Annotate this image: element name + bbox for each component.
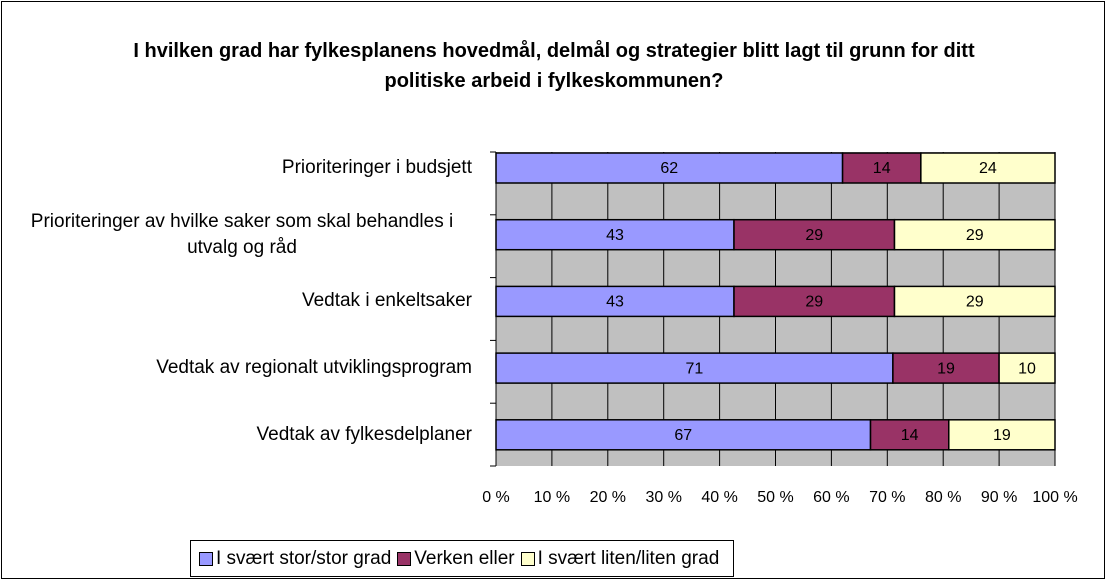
bar-segment bbox=[893, 218, 1056, 251]
legend-label: Verken eller bbox=[414, 547, 515, 569]
bar-segment bbox=[733, 218, 896, 251]
chart-title: I hvilken grad har fylkesplanens hovedmå… bbox=[133, 40, 975, 92]
data-label: 29 bbox=[805, 294, 823, 311]
data-label: 14 bbox=[873, 160, 891, 177]
data-label: 19 bbox=[993, 427, 1011, 444]
y-tick-label: Vedtak av fylkesdelplaner bbox=[256, 423, 472, 445]
legend-label: I svært stor/stor grad bbox=[216, 547, 392, 569]
legend-swatch bbox=[199, 551, 213, 566]
data-label: 71 bbox=[686, 360, 704, 377]
data-label: 29 bbox=[805, 227, 823, 244]
legend-item: I svært liten/liten grad bbox=[520, 547, 720, 570]
data-label: 24 bbox=[979, 160, 997, 177]
y-tick-label: Vedtak av regionalt utviklingsprogram bbox=[156, 357, 472, 379]
data-label: 10 bbox=[1018, 360, 1036, 377]
bar-segment bbox=[893, 285, 1056, 318]
data-label: 19 bbox=[937, 360, 955, 377]
data-label: 29 bbox=[966, 227, 984, 244]
bar-segment bbox=[869, 419, 950, 451]
bar-segment bbox=[495, 419, 872, 451]
legend-swatch bbox=[520, 551, 535, 566]
bar-segment bbox=[495, 285, 735, 318]
data-label: 62 bbox=[660, 160, 678, 177]
x-tick-label: 50 % bbox=[757, 489, 793, 506]
x-tick-label: 0 % bbox=[482, 489, 510, 506]
x-tick-label: 70 % bbox=[869, 489, 905, 506]
bar-segment bbox=[920, 152, 1056, 184]
data-label: 43 bbox=[606, 294, 624, 311]
x-tick-label: 40 % bbox=[701, 489, 737, 506]
legend-swatch bbox=[397, 551, 412, 566]
data-label: 14 bbox=[901, 427, 919, 444]
data-label: 43 bbox=[606, 227, 624, 244]
y-tick-label: Vedtak i enkeltsaker bbox=[301, 290, 472, 312]
x-tick-label: 10 % bbox=[534, 489, 570, 506]
x-tick-label: 90 % bbox=[981, 489, 1017, 506]
x-tick-label: 30 % bbox=[645, 489, 681, 506]
data-label: 29 bbox=[966, 294, 984, 311]
y-tick-label: Prioriteringer av hvilke saker som skal … bbox=[30, 210, 454, 258]
y-tick-label: Prioriteringer i budsjett bbox=[281, 157, 472, 178]
legend-item: Verken eller bbox=[397, 547, 515, 570]
x-tick-label: 100 % bbox=[1032, 489, 1077, 506]
x-tick-label: 20 % bbox=[590, 489, 626, 506]
legend-item: I svært stor/stor grad bbox=[199, 548, 391, 570]
legend: I svært stor/stor grad Verken eller I svær… bbox=[190, 540, 735, 577]
bar-segment bbox=[998, 352, 1056, 384]
bar-segment bbox=[948, 419, 1056, 451]
x-tick-label: 80 % bbox=[925, 489, 961, 506]
bar-segment bbox=[733, 285, 896, 318]
x-tick-label: 60 % bbox=[813, 489, 849, 506]
data-label: 67 bbox=[674, 427, 692, 444]
legend-label: I svært liten/liten grad bbox=[537, 547, 720, 569]
bar-segment bbox=[495, 152, 844, 184]
